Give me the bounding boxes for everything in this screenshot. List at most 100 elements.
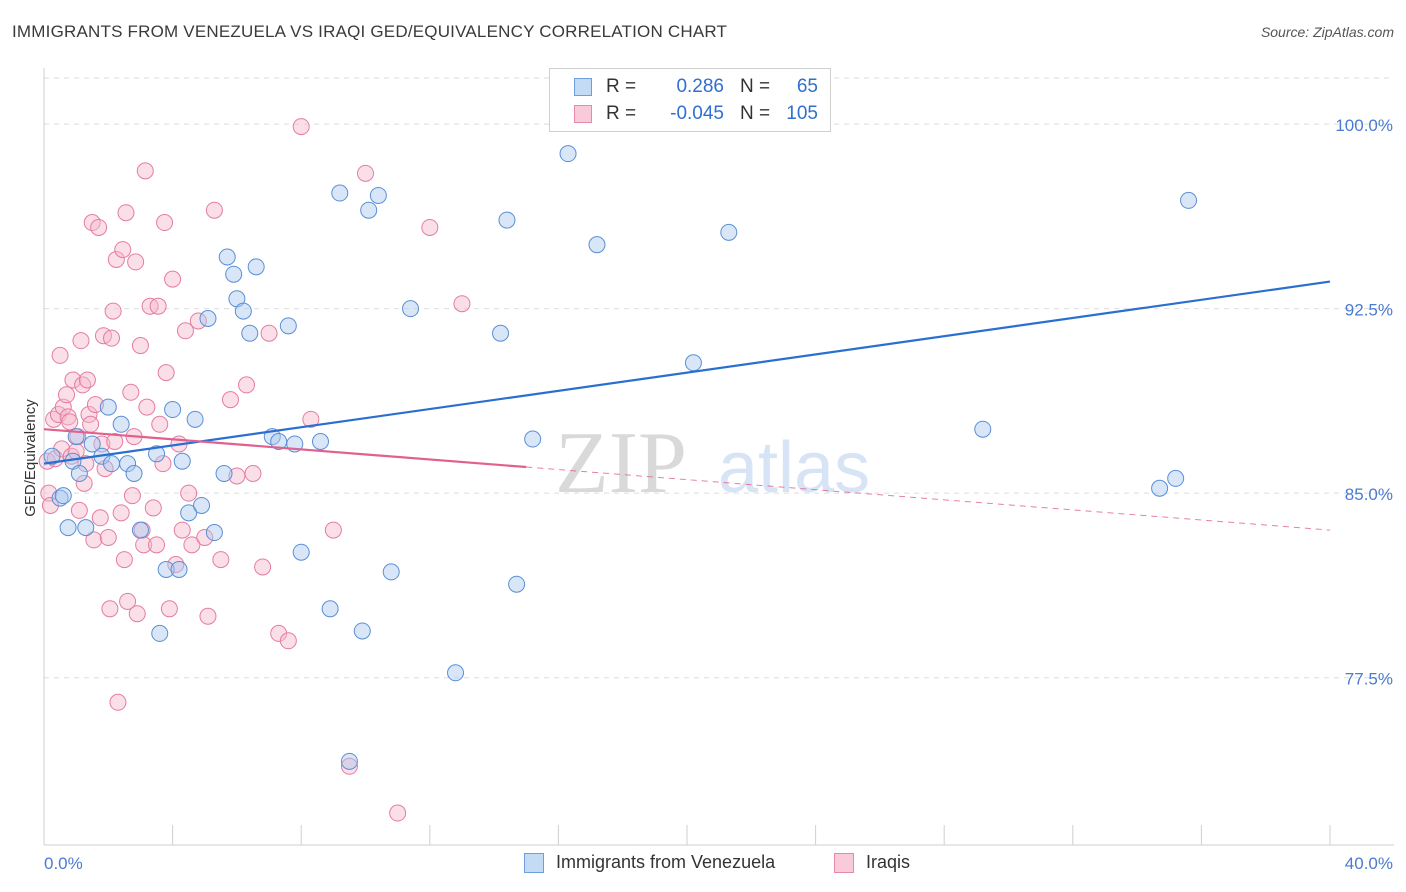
venezuela-point: [186, 410, 204, 428]
venezuela-point: [173, 452, 191, 470]
bottom-legend-swatch-blue: [524, 852, 544, 873]
iraqis-points: [38, 118, 471, 822]
watermark-atlas: atlas: [718, 428, 870, 508]
iraqis-point: [149, 297, 167, 315]
venezuela-point: [340, 752, 358, 770]
legend-row-venezuela: R = 0.286 N = 65: [574, 75, 818, 99]
y-tick-label: 77.5%: [1345, 670, 1393, 689]
venezuela-point: [1151, 479, 1169, 497]
iraqis-point: [112, 504, 130, 522]
iraqis-point: [122, 383, 140, 401]
iraqis-point: [357, 164, 374, 182]
venezuela-point: [311, 433, 329, 451]
venezuela-point: [193, 496, 211, 514]
axis-labels: 100.0% 92.5% 85.0% 77.5% 0.0% 40.0% GED/Equiva…: [22, 116, 1393, 873]
chart-title: IMMIGRANTS FROM VENEZUELA VS IRAQI GED/E…: [12, 22, 728, 41]
iraqis-point: [103, 329, 121, 347]
bottom-legend-label-iraqis: Iraqis: [866, 852, 911, 872]
venezuela-point: [70, 464, 88, 482]
venezuela-point: [279, 317, 297, 335]
venezuela-point: [241, 324, 259, 342]
iraqis-point: [107, 250, 125, 268]
venezuela-point: [588, 236, 606, 254]
iraqis-point: [421, 218, 439, 236]
iraqis-point: [40, 484, 58, 502]
iraqis-point: [221, 391, 239, 409]
legend-n-value: 105: [786, 103, 818, 124]
trend-line-iraqis: [43, 428, 527, 469]
iraqis-point: [104, 302, 122, 320]
venezuela-point: [247, 258, 265, 276]
venezuela-point: [331, 184, 349, 202]
bottom-legend-iraqis: Iraqis: [834, 852, 910, 873]
venezuela-point: [974, 420, 992, 438]
iraqis-point: [136, 162, 154, 180]
venezuela-point: [559, 145, 577, 163]
iraqis-point: [176, 322, 194, 340]
iraqis-point: [77, 455, 95, 473]
legend-r-value: -0.045: [670, 103, 724, 124]
bottom-legend-venezuela: Immigrants from Venezuela: [524, 852, 775, 873]
iraqis-point: [74, 376, 92, 394]
iraqis-point: [157, 364, 175, 382]
trend-lines: [43, 280, 1331, 531]
trend-line-iraqis-extension: [526, 466, 1331, 531]
iraqis-point: [160, 600, 178, 618]
iraqis-point: [93, 435, 111, 453]
legend-row-iraqis: R = -0.045 N = 105: [574, 102, 818, 126]
source-attribution: Source: ZipAtlas.com: [1260, 24, 1394, 40]
iraqis-point: [99, 528, 117, 546]
venezuela-point: [151, 624, 169, 642]
iraqis-point: [51, 346, 69, 364]
iraqis-point: [109, 693, 127, 711]
venezuela-point: [180, 504, 198, 522]
legend-n-value: 65: [796, 76, 818, 97]
venezuela-point: [508, 575, 526, 593]
stats-legend: R = 0.286 N = 65 R = -0.045 N = 105: [549, 68, 831, 132]
venezuela-point: [43, 447, 61, 465]
iraqis-point: [86, 396, 104, 414]
iraqis-point: [106, 433, 124, 451]
iraqis-point: [173, 521, 191, 539]
venezuela-point: [447, 664, 465, 682]
iraqis-point: [128, 605, 146, 623]
venezuela-point: [684, 354, 702, 372]
y-tick-label: 92.5%: [1345, 301, 1393, 320]
venezuela-point: [720, 223, 738, 241]
watermark-zip: ZIP: [555, 415, 687, 512]
venezuela-point: [112, 415, 130, 433]
legend-r-value: 0.286: [676, 76, 724, 97]
venezuela-point: [321, 600, 339, 618]
venezuela-point: [205, 524, 223, 542]
iraqis-point: [180, 484, 198, 502]
venezuela-point: [125, 464, 143, 482]
iraqis-point: [279, 632, 297, 650]
venezuela-point: [148, 445, 166, 463]
venezuela-point: [218, 248, 236, 266]
iraqis-point: [148, 536, 166, 554]
bottom-legend-label-venezuela: Immigrants from Venezuela: [556, 852, 776, 872]
venezuela-point: [234, 302, 252, 320]
venezuela-point: [1167, 469, 1185, 487]
venezuela-point: [492, 324, 510, 342]
venezuela-point: [402, 300, 420, 318]
legend-r-label: R =: [606, 103, 637, 124]
iraqis-point: [61, 413, 79, 431]
iraqis-point: [85, 531, 103, 549]
iraqis-point: [138, 398, 156, 416]
iraqis-point: [164, 270, 182, 288]
x-tick-label-min: 0.0%: [44, 854, 83, 873]
iraqis-point: [101, 600, 119, 618]
iraqis-point: [238, 376, 256, 394]
iraqis-point: [205, 201, 223, 219]
venezuela-point: [54, 487, 72, 505]
venezuela-points: [43, 145, 1198, 770]
iraqis-point: [75, 474, 93, 492]
iraqis-point: [199, 607, 217, 625]
venezuela-point: [119, 455, 137, 473]
venezuela-point: [382, 563, 400, 581]
x-tick-label-max: 40.0%: [1345, 854, 1393, 873]
iraqis-point: [196, 528, 214, 546]
iraqis-point: [90, 218, 108, 236]
